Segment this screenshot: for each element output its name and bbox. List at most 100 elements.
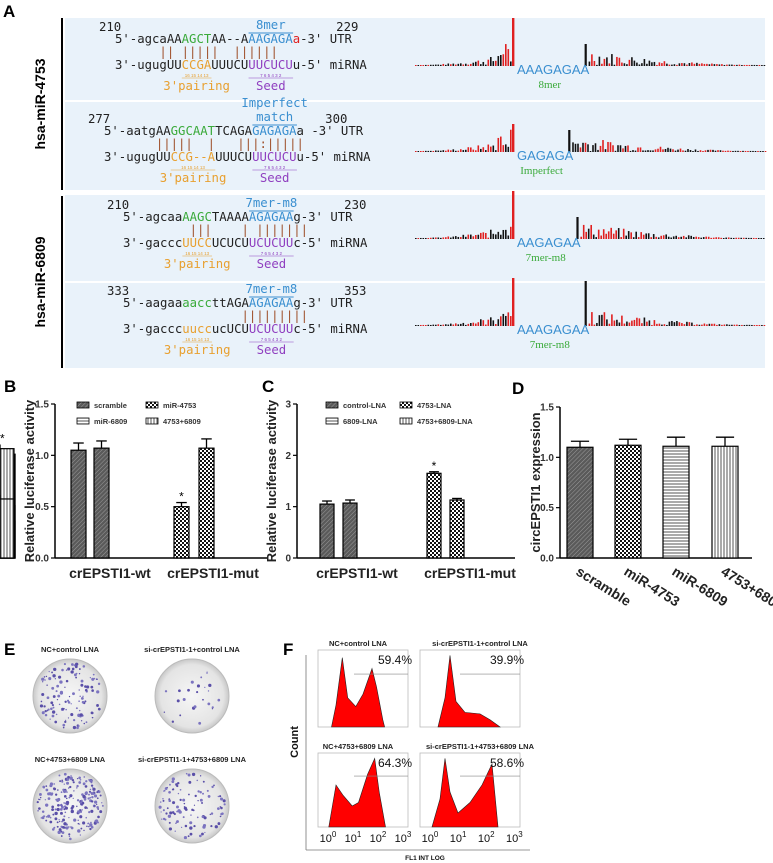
colony-dish-image [154,768,230,844]
colony [45,785,48,787]
logo-bar [445,150,447,152]
logo-bar [730,237,732,239]
logo-bar [637,237,640,239]
logo-bar [415,325,417,326]
logo-bar [719,150,722,152]
colony [163,711,166,713]
logo-bar [712,149,714,152]
colony [50,817,52,819]
logo-bar [737,237,740,239]
logo-bar [613,64,616,66]
colony [76,778,79,780]
bar [70,449,87,559]
colony [51,704,54,707]
colony [53,783,55,785]
logo-bar [732,237,735,239]
y-tick-label: 1.5 [35,400,49,411]
site-type-label: 7mer-m8 [245,282,297,296]
logo-bar [683,324,686,326]
colony [64,700,67,703]
utr-sequence: 5'-aagaaaaccttAGAAGAGAAg-3' UTR [123,296,353,310]
logo-bar [667,147,669,152]
colony [62,789,67,794]
utr-segment: a [293,32,300,46]
colony [76,805,78,808]
logo-bar [604,149,607,152]
colony [179,788,182,791]
logo-bar [741,324,743,326]
logo-bar [427,64,430,66]
colony [66,802,69,806]
logo-bar [713,64,716,66]
colony [80,683,84,687]
colony [56,825,59,828]
logo-bar [753,324,756,326]
logo-bar [689,150,692,152]
logo-sequence: AAAGAGAA [517,322,590,337]
logo-bar [616,56,618,66]
logo-bar [690,235,692,239]
colony [64,720,67,724]
x-category-label: crEPSTI1-wt [316,565,398,581]
colony [51,808,55,812]
colony [162,799,165,802]
colony [67,667,71,671]
colony [80,679,84,683]
logo-bar [510,226,512,239]
colony [66,781,70,785]
colony [38,798,40,801]
colony [90,821,92,824]
logo-sequence: AAAGAGAA [517,62,590,77]
logo-bar [430,237,432,239]
colony [58,774,61,777]
bar [566,446,594,559]
logo-bar [500,316,502,326]
bar [426,472,442,559]
logo-bar [455,323,457,326]
logo-bar [758,64,761,66]
logo-bar [723,64,726,66]
colony [94,800,98,804]
y-axis-label: circEPSTI1 expression [528,412,543,552]
logo-bar [651,324,653,326]
logo-bar [691,322,693,326]
logo-bar [646,63,648,66]
colony [61,820,63,823]
utr-segment: 5'-agcaa [123,210,182,224]
colony [79,778,82,781]
colony [46,696,50,700]
logo-bar [640,232,642,239]
logo-bar [475,323,477,326]
mirna-segment: UCUCUU [249,236,293,250]
logo-bar [615,230,617,239]
logo-bar [425,324,427,326]
legend-swatch [145,417,159,425]
logo-bar [437,324,440,326]
colony [52,706,55,709]
logo-bar [611,314,613,326]
logo-bar [500,136,502,152]
logo-bar [734,150,737,152]
colony [194,794,197,798]
logo-bar [701,63,703,66]
legend-label: 4753-LNA [417,401,452,410]
logo-bar [693,324,696,326]
colony [41,810,45,814]
logo-bar [738,64,741,66]
colony [62,826,65,829]
logo-bar [622,148,624,152]
logo-bar [746,324,748,326]
colony [175,783,178,786]
logo-bar [727,237,730,239]
colony [86,685,90,689]
colony [198,834,202,838]
seed-label: Seed [257,343,287,357]
colony [76,784,79,788]
y-tick-label: 0.5 [35,502,49,513]
logo-bar [713,323,716,326]
colony [84,688,88,692]
x-axis-label: FL1 INT LOG [405,855,445,862]
colony [46,684,48,686]
colony [85,816,87,819]
logo-bar [588,323,591,326]
